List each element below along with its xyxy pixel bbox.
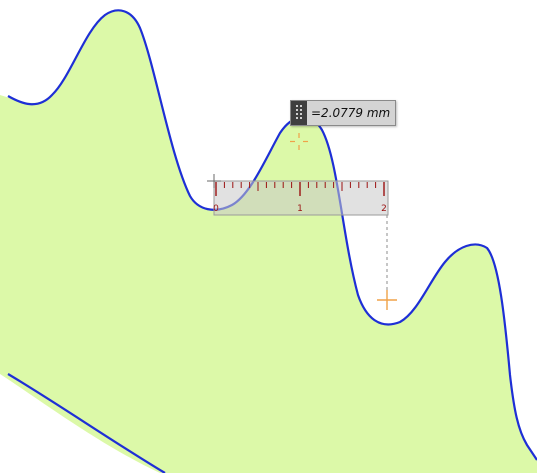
ruler-ticks <box>215 182 385 196</box>
shape-fill <box>0 10 537 473</box>
ruler-label-2: 2 <box>381 204 387 214</box>
measurement-tooltip: =2.0779 mm <box>290 100 396 126</box>
profile-curve-bottom[interactable] <box>7 373 166 473</box>
ruler-label-0: 0 <box>213 204 219 214</box>
ruler-start-handle-icon[interactable] <box>207 174 221 188</box>
ruler-label-1: 1 <box>297 204 303 214</box>
target-crosshair-icon[interactable] <box>290 133 308 150</box>
grip-handle-icon[interactable] <box>291 101 307 125</box>
endpoint-crosshair-icon[interactable] <box>377 290 397 310</box>
measurement-value: =2.0779 mm <box>311 106 391 120</box>
measure-ruler[interactable]: 0 1 2 <box>207 174 389 216</box>
